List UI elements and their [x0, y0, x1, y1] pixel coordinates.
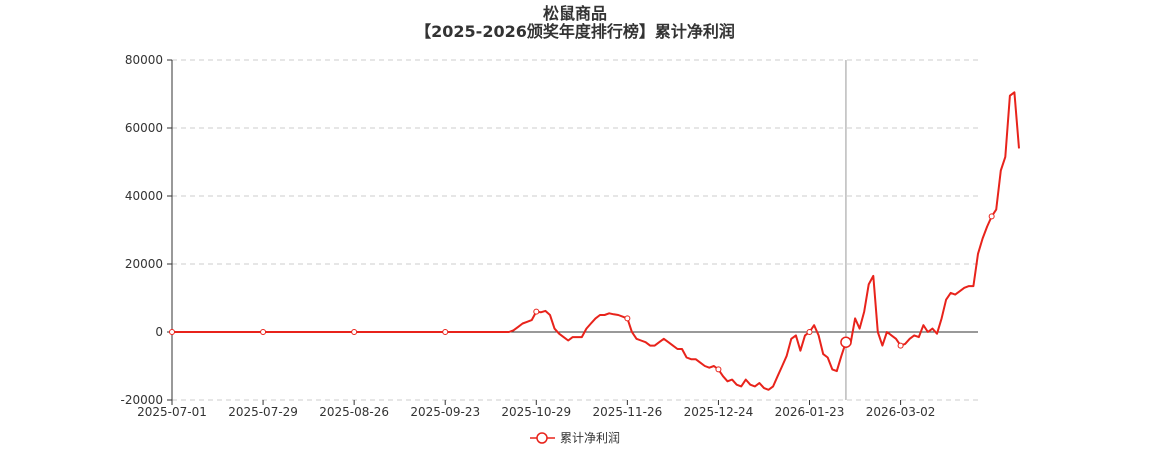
y-tick-label: 20000	[125, 257, 163, 271]
x-tick-label: 2025-12-24	[684, 405, 754, 419]
y-tick-label: 0	[155, 325, 163, 339]
x-tick-label: 2025-07-01	[137, 405, 207, 419]
chart-subtitle: 【2025-2026颁奖年度排行榜】累计净利润	[415, 22, 735, 41]
x-tick-label: 2026-01-23	[775, 405, 845, 419]
data-point[interactable]	[988, 213, 995, 220]
data-point[interactable]	[624, 315, 631, 322]
x-tick-label: 2025-09-23	[410, 405, 480, 419]
data-point[interactable]	[169, 329, 175, 335]
y-tick-label: -20000	[120, 393, 163, 407]
highlighted-data-point[interactable]	[840, 336, 852, 348]
legend-label: 累计净利润	[560, 431, 620, 445]
chart-title: 松鼠商品	[543, 4, 607, 23]
grid-lines	[172, 59, 978, 401]
legend[interactable]: 累计净利润	[530, 431, 620, 445]
data-point[interactable]	[897, 342, 904, 349]
x-tick-label: 2025-11-26	[592, 405, 662, 419]
data-point[interactable]	[806, 329, 813, 335]
data-point[interactable]	[351, 329, 358, 335]
data-point[interactable]	[715, 366, 722, 373]
data-point[interactable]	[533, 308, 540, 315]
axes: -20000 0 20000 40000 60000 80000 2025-07-01 202…	[120, 53, 978, 419]
data-point[interactable]	[260, 329, 267, 335]
y-tick-label: 60000	[125, 121, 163, 135]
x-tick-label: 2025-08-26	[319, 405, 389, 419]
y-tick-label: 40000	[125, 189, 163, 203]
series-line-path[interactable]	[172, 91, 1020, 391]
y-tick-label: 80000	[125, 53, 163, 67]
data-point[interactable]	[442, 329, 449, 335]
x-tick-label: 2025-10-29	[501, 405, 571, 419]
legend-marker-icon	[536, 432, 548, 444]
x-tick-label: 2026-03-02	[866, 405, 936, 419]
x-tick-label: 2025-07-29	[228, 405, 298, 419]
series-line[interactable]	[169, 91, 1020, 391]
